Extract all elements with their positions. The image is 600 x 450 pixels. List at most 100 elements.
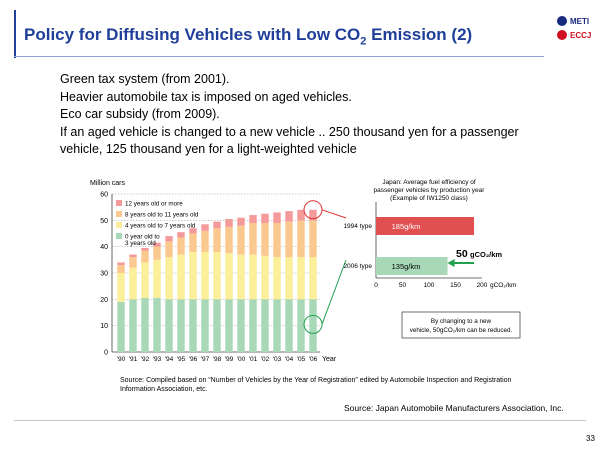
x-tick-label: '90 — [117, 356, 126, 363]
x-axis-label: Year — [322, 356, 337, 363]
bar-segment — [189, 233, 197, 252]
x-tick-label: '99 — [225, 356, 234, 363]
bar-segment — [153, 259, 161, 299]
x-tick-label: '95 — [177, 356, 186, 363]
bar-segment — [165, 299, 173, 352]
bar-segment — [117, 273, 125, 302]
bar-segment — [153, 242, 161, 247]
chart-title: passenger vehicles by production year — [374, 187, 486, 194]
bar-segment — [129, 299, 137, 352]
bar-segment — [273, 222, 281, 258]
bar-segment — [177, 254, 185, 300]
bar-segment — [249, 254, 257, 300]
y-tick-label: 0 — [104, 350, 108, 357]
connector-old — [321, 209, 347, 219]
bar-segment — [213, 221, 221, 229]
difference-value: 50 — [456, 248, 468, 260]
x-tick-label: '98 — [213, 356, 222, 363]
title-rule — [14, 56, 544, 57]
title-text-end: Emission (2) — [366, 25, 473, 44]
bar-segment — [225, 219, 233, 227]
footer-rule — [14, 420, 586, 421]
source-note: Source: Compiled based on “Number of Veh… — [120, 377, 512, 393]
bar-segment — [177, 299, 185, 352]
bar-segment — [201, 230, 209, 252]
note-text: By changing to a new — [431, 318, 492, 325]
bar-segment — [309, 220, 317, 258]
x-tick-label: '97 — [201, 356, 210, 363]
bar-segment — [237, 225, 245, 255]
x-tick-label: 150 — [450, 282, 461, 289]
bar-segment — [309, 209, 317, 221]
bar-segment — [261, 213, 269, 223]
bar-segment — [129, 257, 137, 268]
bar-segment — [165, 241, 173, 258]
body-line: Green tax system (from 2001). — [60, 72, 230, 86]
bar-segment — [213, 228, 221, 252]
x-tick-label: 100 — [424, 282, 435, 289]
bar-segment — [309, 257, 317, 300]
bar-segment — [117, 301, 125, 352]
x-tick-label: '94 — [165, 356, 174, 363]
figure-panel: Million cars 0 10 20 30 40 50 60 '90'91'92'93'94… — [84, 172, 528, 374]
bar-segment — [285, 257, 293, 300]
bar-value-label: 135g/km — [392, 262, 421, 271]
legend-swatch — [116, 211, 122, 217]
legend-swatch — [116, 222, 122, 228]
legend-label: 4 years old to 7 years old — [125, 223, 196, 230]
note-text: vehicle, 50gCO₂/km can be reduced. — [410, 327, 513, 334]
bar-segment — [237, 254, 245, 300]
legend-label: 8 years old to 11 years old — [125, 212, 199, 219]
body-line: If an aged vehicle is changed to a new v… — [60, 124, 519, 139]
bar-segment — [201, 251, 209, 300]
y-tick-label: 30 — [100, 271, 108, 278]
x-tick-label: '06 — [309, 356, 318, 363]
bar-segment — [117, 262, 125, 266]
bar-segment — [129, 267, 137, 300]
x-axis-unit: gCO₂/km — [490, 282, 516, 289]
bar-segment — [297, 299, 305, 352]
legend-swatch — [116, 233, 122, 239]
bar-segment — [297, 257, 305, 300]
y-tick-label: 10 — [100, 323, 108, 330]
bar-segment — [237, 299, 245, 352]
x-tick-label: '05 — [297, 356, 306, 363]
bar-segment — [213, 251, 221, 300]
eccj-logo: ECCJ — [557, 30, 591, 40]
bar-segment — [165, 236, 173, 242]
x-tick-label: '01 — [249, 356, 258, 363]
bar-segment — [141, 250, 149, 263]
bar-segment — [261, 255, 269, 300]
bar-segment — [153, 246, 161, 260]
meti-logo: METI — [557, 16, 589, 26]
x-tick-label: 200 — [477, 282, 488, 289]
bar-segment — [189, 251, 197, 300]
chart-title: Japan: Average fuel efficiency of — [382, 179, 476, 186]
body-line: Heavier automobile tax is imposed on age… — [60, 89, 352, 104]
bar-segment — [201, 299, 209, 352]
title-accent-bar — [14, 10, 16, 58]
bar-segment — [225, 253, 233, 300]
eccj-logo-icon — [557, 30, 567, 40]
note-box — [401, 311, 521, 339]
bar-segment — [237, 217, 245, 226]
x-tick-label: 50 — [399, 282, 407, 289]
figure-svg: Million cars 0 10 20 30 40 50 60 '90'91'92'93'94… — [90, 179, 521, 363]
bar-segment — [201, 224, 209, 231]
page-title: Policy for Diffusing Vehicles with Low C… — [24, 25, 472, 47]
legend-label: 3 years old — [125, 240, 156, 247]
efficiency-bar — [376, 257, 448, 275]
x-tick-label: '03 — [273, 356, 282, 363]
bar-segment — [273, 257, 281, 300]
bar-segment — [225, 299, 233, 352]
bar-segment — [189, 299, 197, 352]
bar-segment — [141, 262, 149, 299]
x-tick-label: '92 — [141, 356, 150, 363]
bar-segment — [213, 299, 221, 352]
bar-segment — [261, 222, 269, 256]
bar-segment — [225, 226, 233, 254]
x-tick-label: '93 — [153, 356, 162, 363]
bar-segment — [273, 212, 281, 223]
bar-segment — [153, 298, 161, 352]
